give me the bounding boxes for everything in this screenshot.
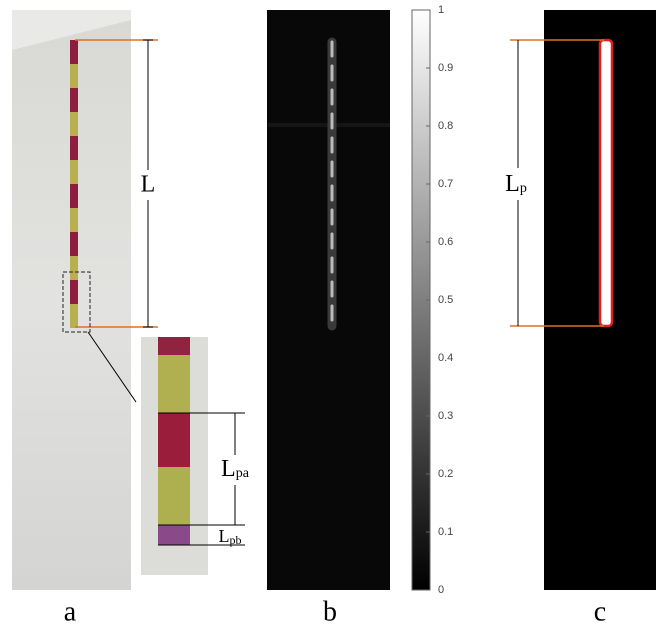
- zoom-segment: [158, 355, 190, 413]
- colorbar-tick-label: 0.8: [438, 120, 453, 132]
- colorbar-tick-label: 0.5: [438, 294, 453, 306]
- rod-segment: [70, 208, 78, 232]
- colorbar-tick-label: 0.9: [438, 62, 453, 74]
- panel-label: c: [594, 596, 606, 627]
- panel-label: a: [64, 596, 77, 627]
- panel-c: Lp c: [500, 10, 656, 627]
- zoom-segment: [158, 525, 190, 545]
- panel-b: 0 0.1 0.2 0.3 0.4 0.5 0.6 0.7 0.8 0.9 1 b: [267, 4, 453, 627]
- length-label: L: [141, 172, 156, 198]
- rod-segment: [70, 64, 78, 88]
- rod-segment: [70, 232, 78, 256]
- rod-segment: [70, 280, 78, 304]
- segment-label: Lpa: [221, 456, 250, 482]
- colorbar-tick-label: 0: [438, 584, 444, 596]
- colorbar-tick-label: 0.3: [438, 410, 453, 422]
- colorbar-tick-label: 0.2: [438, 468, 453, 480]
- colorbar-tick-label: 0.6: [438, 236, 453, 248]
- rod-segment: [70, 40, 78, 64]
- gap-label: Lpb: [219, 526, 242, 547]
- colorbar-tick-label: 0.7: [438, 178, 453, 190]
- panel-label: b: [323, 596, 337, 627]
- zoom-segment: [158, 467, 190, 525]
- zoom-segment: [158, 413, 190, 467]
- colorbar-tick-label: 1: [438, 4, 444, 16]
- rod-segment: [70, 184, 78, 208]
- rod-segment: [70, 112, 78, 136]
- colorbar-tick-label: 0.4: [438, 352, 453, 364]
- colorbar-tick-label: 0.1: [438, 526, 453, 538]
- rod-segment: [70, 256, 78, 280]
- rod-segment: [70, 304, 78, 328]
- rod-segment: [70, 88, 78, 112]
- zoom-segment: [158, 337, 190, 355]
- rod-segment: [70, 136, 78, 160]
- rod-segment: [70, 160, 78, 184]
- length-label: Lp: [505, 171, 527, 197]
- panel-a: L Lpa Lpb a: [12, 10, 254, 627]
